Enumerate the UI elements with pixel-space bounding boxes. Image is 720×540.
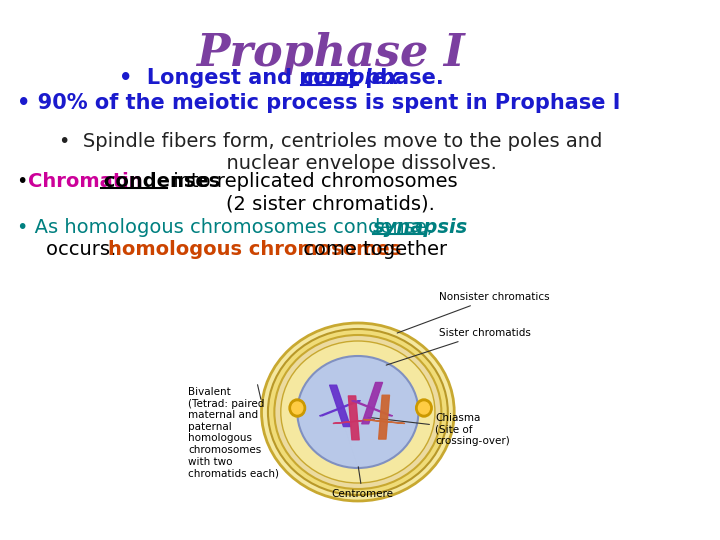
Text: •  Spindle fibers form, centrioles move to the poles and
          nuclear envel: • Spindle fibers form, centrioles move t… xyxy=(58,132,602,173)
Text: • As homologous chromosomes condense,: • As homologous chromosomes condense, xyxy=(17,218,445,237)
Ellipse shape xyxy=(268,329,448,495)
Ellipse shape xyxy=(261,323,454,501)
Circle shape xyxy=(289,399,305,417)
Text: homologous chromosomes: homologous chromosomes xyxy=(108,240,402,259)
Text: Nonsister chromatics: Nonsister chromatics xyxy=(397,292,549,333)
Text: Centromere: Centromere xyxy=(331,467,393,499)
Text: come together: come together xyxy=(297,240,447,259)
Text: complex: complex xyxy=(301,68,399,88)
Text: •  Longest and most: • Longest and most xyxy=(120,68,366,88)
Ellipse shape xyxy=(274,335,441,489)
Text: Chromatin: Chromatin xyxy=(27,172,142,191)
Circle shape xyxy=(292,402,303,414)
Text: Chiasma
(Site of
crossing-over): Chiasma (Site of crossing-over) xyxy=(368,413,510,446)
Text: condenses: condenses xyxy=(97,172,220,191)
Ellipse shape xyxy=(281,341,435,483)
Text: phase.: phase. xyxy=(358,68,444,88)
Text: occurs:: occurs: xyxy=(46,240,129,259)
Text: • 90% of the meiotic process is spent in Prophase I: • 90% of the meiotic process is spent in… xyxy=(17,93,620,113)
Text: synapsis: synapsis xyxy=(372,218,468,237)
Text: into replicated chromosomes: into replicated chromosomes xyxy=(167,172,458,191)
Text: (2 sister chromatids).: (2 sister chromatids). xyxy=(226,194,435,213)
Text: Sister chromatids: Sister chromatids xyxy=(386,328,531,365)
Ellipse shape xyxy=(297,356,418,468)
Text: Prophase I: Prophase I xyxy=(196,32,464,75)
Circle shape xyxy=(418,402,429,414)
Circle shape xyxy=(415,399,432,417)
Text: •: • xyxy=(17,172,34,191)
Text: Bivalent
(Tetrad: paired
maternal and
paternal
homologous
chromosomes
with two
c: Bivalent (Tetrad: paired maternal and pa… xyxy=(188,387,279,478)
